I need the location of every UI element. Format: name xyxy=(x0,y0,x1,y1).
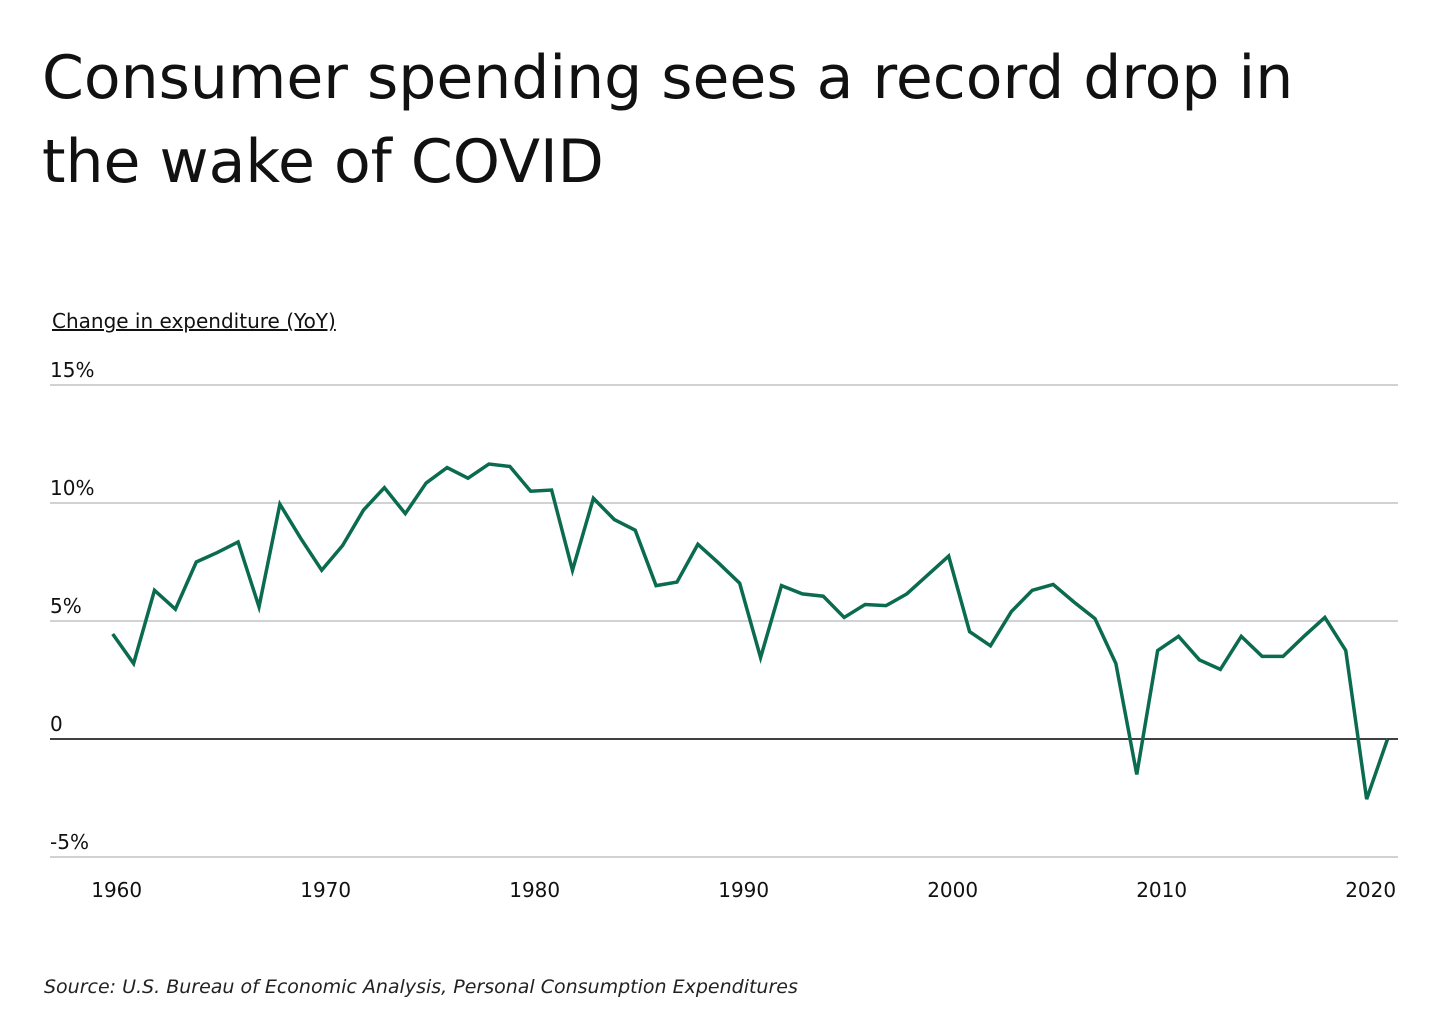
x-tick-label: 2020 xyxy=(1345,878,1396,902)
y-tick-label: 10% xyxy=(50,476,94,500)
y-axis-label: Change in expenditure (YoY) xyxy=(52,309,336,333)
data-line xyxy=(111,462,1390,800)
y-tick-label: 5% xyxy=(50,594,82,618)
x-tick-label: 1990 xyxy=(718,878,769,902)
source-note: Source: U.S. Bureau of Economic Analysis… xyxy=(44,976,798,998)
x-tick-label: 2010 xyxy=(1136,878,1187,902)
x-tick-label: 1960 xyxy=(91,878,142,902)
chart: Change in expenditure (YoY) 15% 10% 5% 0 -5%… xyxy=(50,309,1398,902)
x-tick-label: 1970 xyxy=(300,878,351,902)
y-tick-label: -5% xyxy=(50,830,89,854)
chart-title: Consumer spending sees a record drop in … xyxy=(42,43,1294,197)
y-tick-label: 0 xyxy=(50,712,63,736)
x-tick-label: 2000 xyxy=(927,878,978,902)
y-tick-label: 15% xyxy=(50,358,94,382)
x-tick-label: 1980 xyxy=(509,878,560,902)
